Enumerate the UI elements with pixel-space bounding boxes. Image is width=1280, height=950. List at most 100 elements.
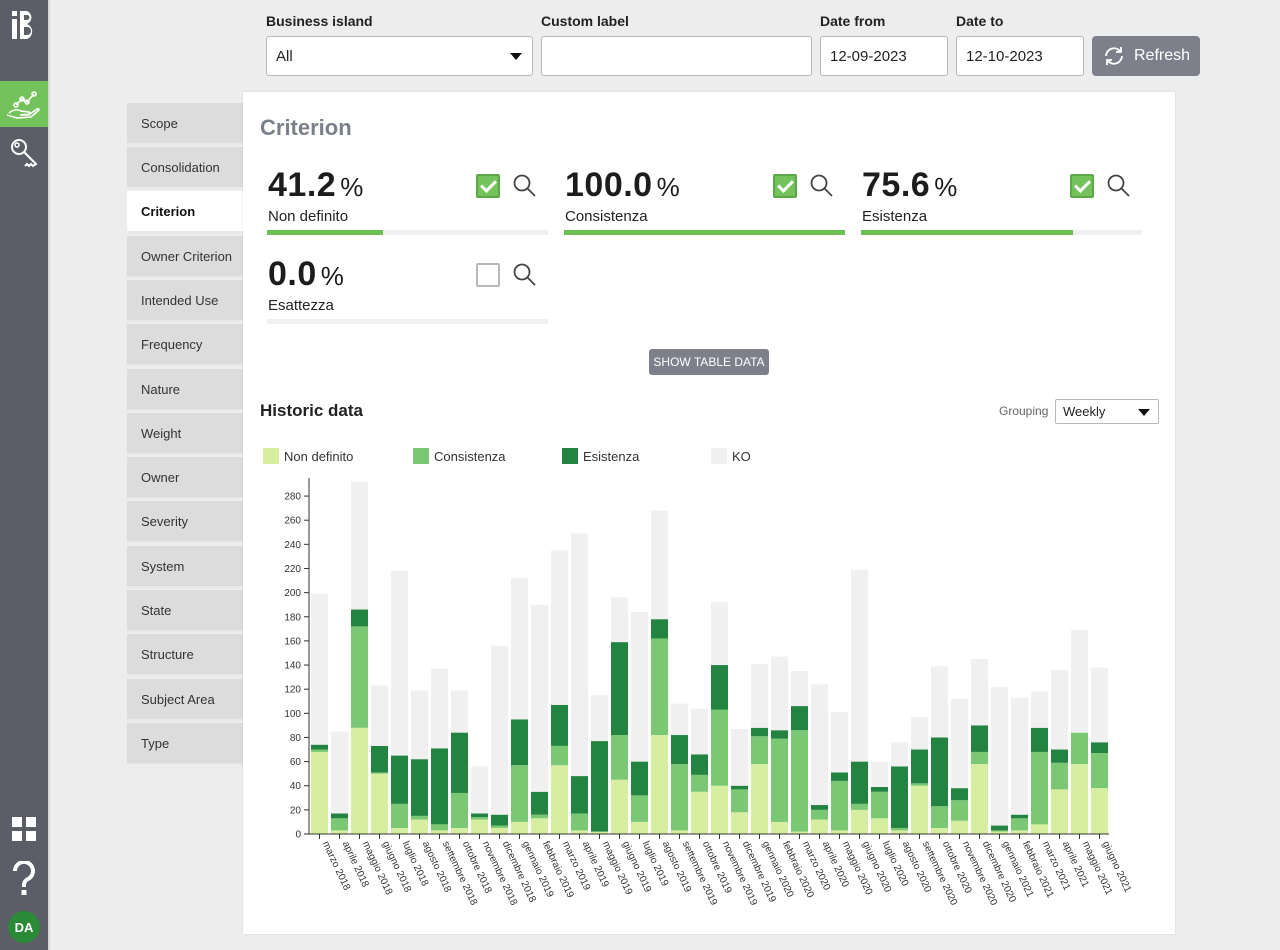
kpi-unit: % xyxy=(340,172,364,202)
bar-segment xyxy=(691,708,708,755)
bar-segment xyxy=(611,779,628,834)
date-to-input[interactable]: 12-10-2023 xyxy=(956,36,1084,76)
legend-label: Consistenza xyxy=(434,448,506,464)
app-logo[interactable] xyxy=(9,8,39,42)
bar-segment xyxy=(631,795,648,822)
bar-segment xyxy=(571,830,588,834)
bar-segment xyxy=(671,764,688,831)
bar-segment xyxy=(491,814,508,826)
rail-item-keys[interactable] xyxy=(0,129,48,175)
bar-segment xyxy=(391,827,408,834)
kpi-checkbox[interactable] xyxy=(476,263,500,287)
legend-item[interactable]: Esistenza xyxy=(562,448,639,464)
y-tick-label: 220 xyxy=(284,564,301,575)
date-from-input[interactable]: 12-09-2023 xyxy=(820,36,948,76)
bar-segment xyxy=(891,766,908,828)
bar-segment xyxy=(451,732,468,793)
tab-weight[interactable]: Weight xyxy=(127,413,243,455)
legend-item[interactable]: Non definito xyxy=(263,448,353,464)
grouping-select[interactable]: Weekly xyxy=(1055,399,1159,424)
search-icon[interactable] xyxy=(512,262,538,288)
bar-segment xyxy=(491,645,508,815)
rail-divider xyxy=(48,0,50,950)
bar-segment xyxy=(811,805,828,810)
tab-type[interactable]: Type xyxy=(127,723,243,765)
bar-segment xyxy=(331,818,348,831)
bar-segment xyxy=(491,827,508,834)
bar-segment xyxy=(791,671,808,707)
tab-owner[interactable]: Owner xyxy=(127,457,243,499)
tab-structure[interactable]: Structure xyxy=(127,634,243,676)
kpi-checkbox[interactable] xyxy=(1070,174,1094,198)
kpi-value: 41.2% xyxy=(268,166,364,205)
tab-severity[interactable]: Severity xyxy=(127,501,243,543)
bar-segment xyxy=(791,706,808,731)
tab-criterion[interactable]: Criterion xyxy=(127,191,243,233)
show-table-data-button[interactable]: SHOW TABLE DATA xyxy=(649,349,769,375)
tab-nature[interactable]: Nature xyxy=(127,369,243,411)
business-island-select[interactable]: All xyxy=(266,36,533,76)
bar-segment xyxy=(1091,788,1108,834)
bar-segment xyxy=(411,690,428,760)
bar-segment xyxy=(711,709,728,786)
rail-item-apps[interactable] xyxy=(0,806,48,852)
tab-system[interactable]: System xyxy=(127,546,243,588)
rail-item-analytics[interactable] xyxy=(0,81,48,127)
avatar[interactable]: DA xyxy=(8,911,40,943)
kpi-checkbox[interactable] xyxy=(773,174,797,198)
y-tick-label: 0 xyxy=(295,830,301,841)
bar-segment xyxy=(751,727,768,737)
legend-item[interactable]: KO xyxy=(711,448,751,464)
kpi-card: 75.6% Esistenza xyxy=(861,166,1142,256)
tab-intended-use[interactable]: Intended Use xyxy=(127,280,243,322)
bar-segment xyxy=(391,570,408,756)
search-icon[interactable] xyxy=(809,173,835,199)
bar-segment xyxy=(671,703,688,736)
tab-frequency[interactable]: Frequency xyxy=(127,324,243,366)
bar-segment xyxy=(971,751,988,764)
bar-segment xyxy=(611,735,628,780)
chevron-down-icon xyxy=(510,53,522,60)
bar-segment xyxy=(731,812,748,834)
bar-segment xyxy=(531,818,548,834)
bar-segment xyxy=(1051,762,1068,790)
kpi-label: Non definito xyxy=(268,208,349,225)
bar-segment xyxy=(631,821,648,834)
legend-item[interactable]: Consistenza xyxy=(413,448,506,464)
bar-segment xyxy=(351,609,368,627)
bar-segment xyxy=(1071,764,1088,834)
y-tick-label: 140 xyxy=(284,661,301,672)
search-icon[interactable] xyxy=(512,173,538,199)
search-icon[interactable] xyxy=(1106,173,1132,199)
bar-segment xyxy=(331,731,348,814)
tab-state[interactable]: State xyxy=(127,590,243,632)
historic-data-title: Historic data xyxy=(260,401,363,420)
bar-segment xyxy=(371,772,388,774)
kpi-value: 75.6% xyxy=(862,166,958,205)
tab-scope[interactable]: Scope xyxy=(127,103,243,145)
bar-segment xyxy=(651,735,668,834)
tab-subject-area[interactable]: Subject Area xyxy=(127,679,243,721)
bar-segment xyxy=(571,533,588,777)
kpi-label: Esistenza xyxy=(862,208,928,225)
refresh-button[interactable]: Refresh xyxy=(1092,36,1200,76)
kpi-checkbox[interactable] xyxy=(476,174,500,198)
bar-segment xyxy=(691,791,708,834)
bar-segment xyxy=(391,803,408,828)
rail-item-help[interactable] xyxy=(0,856,48,902)
y-tick-label: 280 xyxy=(284,492,301,503)
custom-label-input[interactable] xyxy=(541,36,812,76)
tab-owner-criterion[interactable]: Owner Criterion xyxy=(127,236,243,278)
bar-segment xyxy=(551,765,568,834)
bar-segment xyxy=(331,813,348,819)
bar-segment xyxy=(1031,751,1048,825)
bar-segment xyxy=(791,730,808,832)
kpi-label: Esattezza xyxy=(268,297,334,314)
tab-consolidation[interactable]: Consolidation xyxy=(127,147,243,189)
bar-segment xyxy=(851,809,868,834)
help-icon xyxy=(12,861,35,895)
bar-segment xyxy=(451,792,468,828)
bar-segment xyxy=(991,830,1008,832)
bar-segment xyxy=(611,642,628,736)
kpi-number: 41.2 xyxy=(268,166,337,204)
